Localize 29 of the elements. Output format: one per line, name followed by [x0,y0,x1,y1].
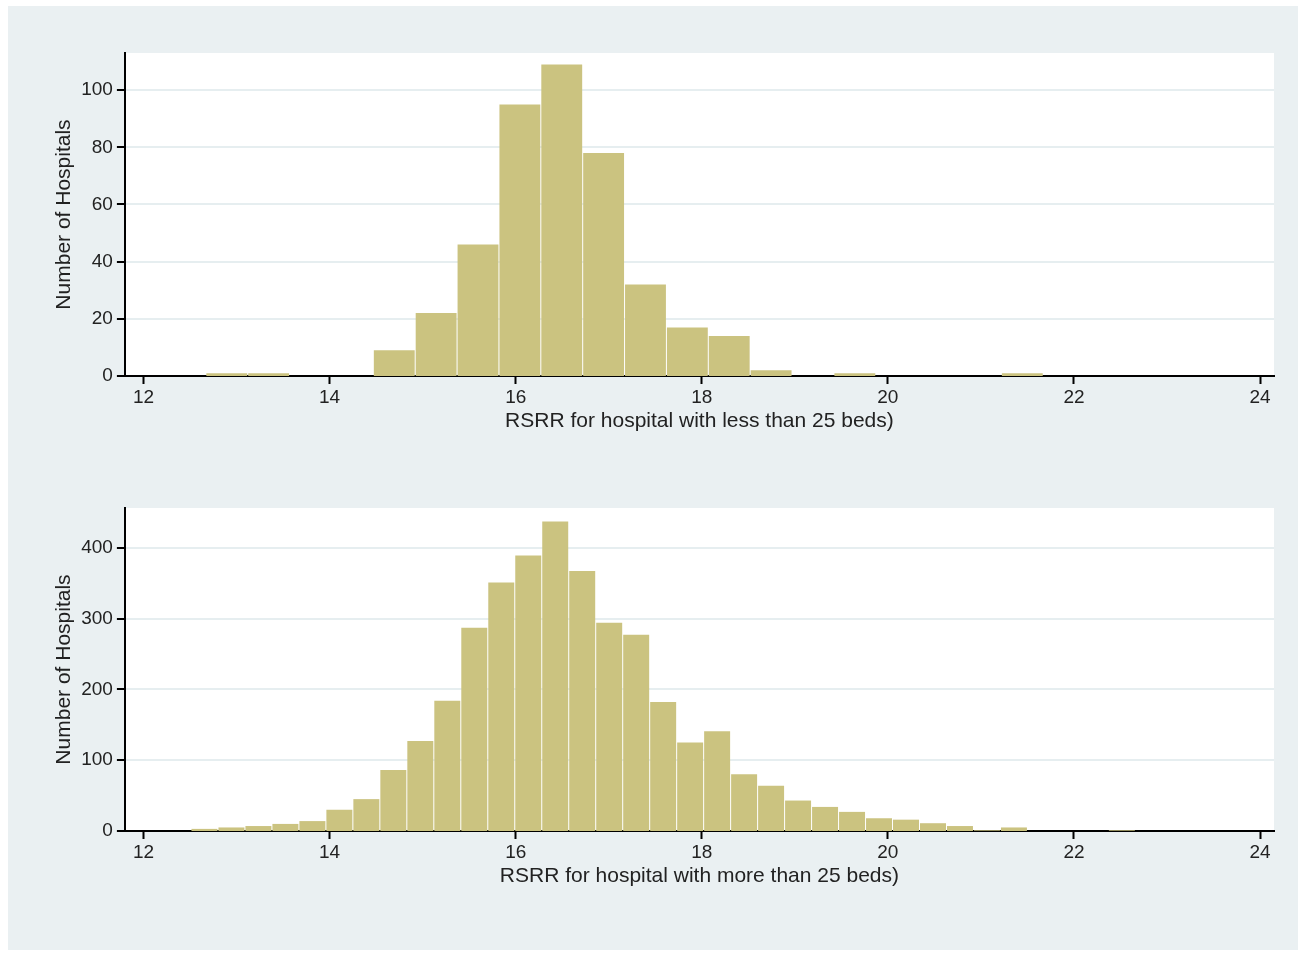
x-tick-label: 12 [132,840,155,862]
y-tick-label: 60 [91,192,113,214]
x-axis-title: RSRR for hospital with less than 25 beds) [505,408,894,432]
x-tick-label: 24 [1249,385,1272,407]
y-tick-label: 400 [81,535,113,557]
x-tick-label: 20 [877,840,899,862]
x-tick-label: 16 [505,840,527,862]
x-tick-label: 20 [877,385,899,407]
y-tick-label: 20 [91,307,113,329]
x-tick-label: 18 [691,840,713,862]
y-tick-label: 0 [102,819,113,841]
y-tick-label: 100 [81,748,113,770]
x-tick-label: 14 [319,840,341,862]
y-tick-label: 300 [81,606,113,628]
x-tick-label: 14 [319,385,341,407]
x-tick-label: 12 [132,385,155,407]
x-tick-label: 18 [691,385,713,407]
y-tick-label: 40 [91,249,113,271]
y-tick-label: 80 [91,135,113,157]
y-tick-label: 100 [81,78,113,100]
x-tick-label: 16 [505,385,527,407]
y-axis-title: Number of Hospitals [51,574,75,765]
x-tick-label: 22 [1063,840,1085,862]
y-tick-label: 0 [102,364,113,386]
x-axis-title: RSRR for hospital with more than 25 beds) [499,863,900,887]
y-axis-title: Number of Hospitals [51,119,75,310]
y-tick-label: 200 [81,677,113,699]
x-tick-label: 24 [1249,840,1272,862]
x-tick-label: 22 [1063,385,1085,407]
